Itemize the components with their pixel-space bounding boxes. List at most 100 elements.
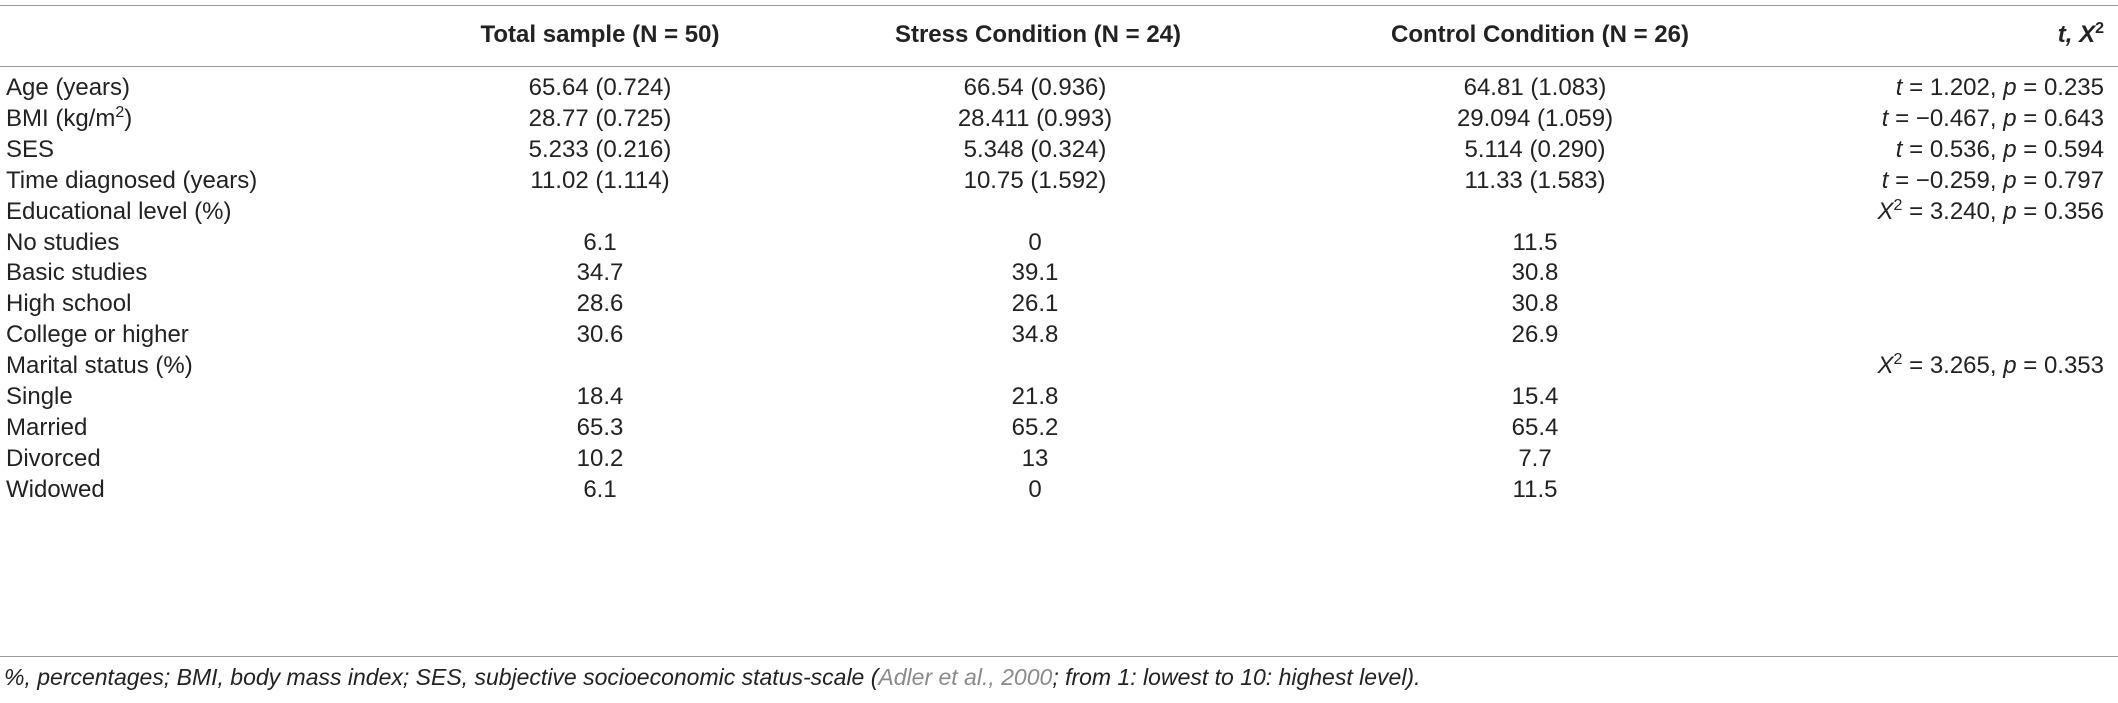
p-value: 0.594 [2043, 135, 2104, 163]
row-label: College or higher [6, 321, 189, 349]
cell-stress: 34.8 [1011, 321, 1059, 349]
cell-statistic: X2 = 3.265, p = 0.353 [1878, 345, 2104, 386]
stat-eq: = [1888, 104, 1916, 132]
p-value: 0.643 [2043, 104, 2104, 132]
stat-value: 1.202 [1929, 74, 1990, 101]
stat-value: 0.536 [1929, 135, 1990, 163]
row-label: Marital status (%) [6, 352, 193, 380]
stat-value: −0.259 [1915, 166, 1990, 194]
cell-total: 10.2 [576, 444, 624, 472]
cell-control: 29.094 (1.059) [1456, 104, 1614, 132]
table-row: Divorced 10.2 13 7.7 [0, 438, 2118, 479]
stat-sep: , [1989, 166, 2004, 194]
stat-variable: t [1895, 74, 1903, 101]
stat-value: 3.265 [1929, 352, 1990, 380]
footnote-text-end: ; from 1: lowest to 10: highest level). [1052, 664, 1421, 690]
cell-total: 28.6 [576, 290, 624, 318]
row-label: Married [6, 413, 88, 441]
row-label: Divorced [6, 444, 101, 472]
row-label: Widowed [6, 475, 105, 503]
header-statistic-text: t, X [2057, 21, 2096, 48]
table-row: Educational level (%) X2 = 3.240, p = 0.3… [0, 191, 2118, 232]
table-header-row: Total sample (N = 50) Stress Condition (… [0, 10, 2118, 60]
header-statistic-sup: 2 [2095, 20, 2104, 37]
cell-control: 11.5 [1512, 228, 1558, 256]
cell-control: 15.4 [1511, 383, 1559, 410]
stat-value: 3.240 [1929, 197, 1990, 225]
row-label: SES [6, 135, 55, 163]
stat-eq: = [1902, 352, 1930, 380]
cell-stress: 39.1 [1011, 259, 1059, 287]
p-value: 0.235 [2043, 74, 2104, 101]
cell-control: 11.33 (1.583) [1464, 166, 1606, 194]
footnote-citation[interactable]: Adler et al., 2000 [878, 664, 1053, 690]
p-eq: = [2016, 104, 2044, 132]
row-label: Basic studies [6, 259, 148, 287]
header-control-condition: Control Condition (N = 26) [1391, 21, 1689, 48]
header-statistic: t, X2 [2058, 10, 2104, 60]
cell-total: 11.02 (1.114) [530, 166, 670, 194]
cell-control: 30.8 [1511, 259, 1559, 287]
cell-control: 30.8 [1511, 290, 1559, 318]
row-label: High school [6, 290, 132, 318]
cell-control: 7.7 [1518, 444, 1552, 472]
stat-eq: = [1902, 197, 1930, 225]
table-row: Time diagnosed (years) 11.02 (1.114) 10.75… [0, 160, 2118, 201]
stat-variable: t [1881, 166, 1889, 194]
table-footnote: %, percentages; BMI, body mass index; SE… [4, 664, 1420, 691]
stat-sep: , [1989, 104, 2004, 132]
cell-stress: 28.411 (0.993) [957, 104, 1113, 132]
row-label: Single [6, 383, 73, 410]
p-eq: = [2016, 166, 2044, 194]
stat-eq: = [1888, 166, 1916, 194]
row-label: Time diagnosed (years) [6, 166, 258, 194]
cell-total: 34.7 [576, 259, 624, 287]
row-label-text: BMI (kg/m [6, 104, 116, 132]
cell-stress: 26.1 [1011, 290, 1059, 318]
cell-stress: 5.348 (0.324) [963, 135, 1107, 163]
cell-total: 6.1 [583, 475, 617, 503]
cell-statistic: t = 0.536, p = 0.594 [1896, 129, 2104, 170]
stat-eq: = [1902, 135, 1930, 163]
row-label: Educational level (%) [6, 197, 232, 225]
stat-sup: 2 [1893, 196, 1903, 214]
p-eq: = [2016, 197, 2044, 225]
stat-variable: t [1881, 104, 1889, 132]
stat-sep: , [1989, 74, 2004, 101]
header-rule [0, 66, 2118, 67]
p-symbol: p [2003, 352, 2017, 380]
table-row: Age (years) 65.64 (0.724) 66.54 (0.936) 64.… [0, 67, 2118, 108]
row-label: No studies [6, 228, 120, 256]
table-row: College or higher 30.6 34.8 26.9 [0, 314, 2118, 355]
cell-stress: 0 [1028, 475, 1042, 503]
p-value: 0.797 [2043, 166, 2104, 194]
top-rule [0, 5, 2118, 6]
cell-statistic: t = 1.202, p = 0.235 [1896, 67, 2104, 108]
cell-statistic: t = −0.259, p = 0.797 [1882, 160, 2104, 201]
table-row: Widowed 6.1 0 11.5 [0, 469, 2118, 510]
p-symbol: p [2003, 135, 2017, 163]
p-symbol: p [2003, 166, 2017, 194]
p-eq: = [2016, 74, 2044, 101]
table-row: Marital status (%) X2 = 3.265, p = 0.353 [0, 345, 2118, 386]
p-value: 0.356 [2043, 197, 2104, 225]
cell-stress: 10.75 (1.592) [963, 166, 1107, 194]
table-row: High school 28.6 26.1 30.8 [0, 283, 2118, 324]
cell-control: 26.9 [1511, 321, 1559, 349]
footnote-text: %, percentages; BMI, body mass index; SE… [4, 664, 879, 690]
cell-statistic: X2 = 3.240, p = 0.356 [1878, 191, 2104, 232]
p-eq: = [2016, 352, 2044, 380]
cell-control: 5.114 (0.290) [1464, 135, 1606, 163]
p-symbol: p [2003, 74, 2017, 101]
cell-total: 65.64 (0.724) [528, 74, 672, 101]
cell-stress: 66.54 (0.936) [963, 74, 1107, 101]
cell-stress: 13 [1021, 444, 1049, 472]
cell-stress: 0 [1028, 228, 1042, 256]
cell-control: 64.81 (1.083) [1463, 74, 1607, 101]
row-label: BMI (kg/m2) [6, 98, 132, 139]
row-label-sup: 2 [115, 103, 125, 121]
table-row: BMI (kg/m2) 28.77 (0.725) 28.411 (0.993) 29… [0, 98, 2118, 139]
cell-stress: 21.8 [1011, 383, 1059, 410]
stat-variable: X [1877, 197, 1894, 225]
